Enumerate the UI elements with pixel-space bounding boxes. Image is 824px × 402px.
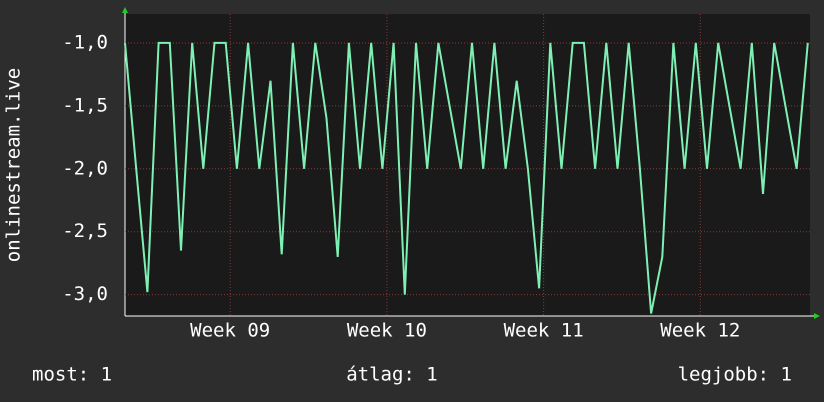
y-tick-label: -1,5 <box>62 94 108 116</box>
x-tick-label: Week 10 <box>347 320 427 342</box>
y-axis-label: onlinestream.live <box>3 68 25 262</box>
x-tick-label: Week 11 <box>504 320 584 342</box>
x-arrow <box>814 313 820 319</box>
x-tick-label: Week 12 <box>660 320 740 342</box>
y-tick-label: -2,5 <box>62 220 108 242</box>
footer-average: átlag: 1 <box>346 364 438 386</box>
x-tick-label: Week 09 <box>190 320 270 342</box>
y-arrow <box>122 7 128 13</box>
y-tick-label: -2,0 <box>62 157 108 179</box>
data-line <box>124 41 809 314</box>
y-tick-label: -1,0 <box>62 31 108 53</box>
y-tick-label: -3,0 <box>62 283 108 305</box>
footer-max: legjobb: 1 <box>678 364 792 386</box>
plot-area <box>125 14 810 316</box>
footer-current: most: 1 <box>32 364 112 386</box>
